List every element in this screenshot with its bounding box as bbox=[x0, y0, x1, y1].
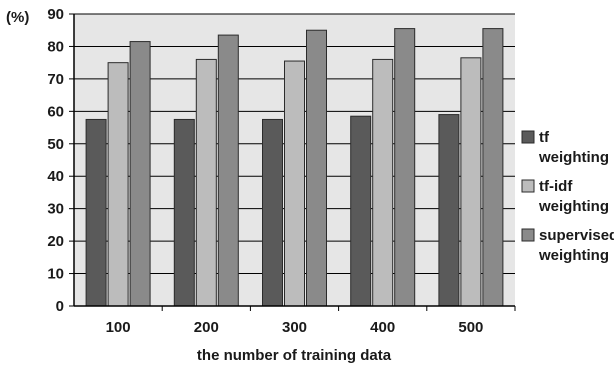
bar-400-series-1 bbox=[350, 115, 372, 307]
y-tick-label-20: 20 bbox=[47, 233, 64, 250]
bar-300-series-1 bbox=[262, 118, 283, 307]
legend-label-1: tf weighting bbox=[538, 129, 609, 166]
bar-200-series-1 bbox=[173, 118, 195, 307]
legend-entry-2: tf-idf weighting bbox=[521, 178, 609, 215]
bar-400-series-3 bbox=[394, 28, 416, 307]
legend-label-2: tf-idf weighting bbox=[538, 178, 609, 215]
y-tick-label-30: 30 bbox=[47, 201, 64, 218]
x-tick-label-200: 200 bbox=[194, 319, 219, 336]
y-axis-label: (%) bbox=[6, 9, 29, 26]
bar-500-series-1 bbox=[438, 114, 460, 307]
y-tick-label-0: 0 bbox=[56, 298, 64, 315]
bars bbox=[85, 28, 504, 307]
x-tick-label-500: 500 bbox=[458, 319, 483, 336]
bar-300-series-2 bbox=[284, 60, 305, 307]
y-tick-label-10: 10 bbox=[47, 266, 64, 283]
legend-entry-3: supervised weighting bbox=[521, 227, 614, 264]
y-tick-label-40: 40 bbox=[47, 168, 64, 185]
bar-100-series-2 bbox=[107, 62, 129, 307]
x-tick-label-300: 300 bbox=[282, 319, 307, 336]
y-tick-label-90: 90 bbox=[47, 6, 64, 23]
x-tick-label-100: 100 bbox=[106, 319, 131, 336]
y-tick-label-80: 80 bbox=[47, 38, 64, 55]
bar-500-series-3 bbox=[482, 28, 504, 307]
bar-100-series-3 bbox=[129, 41, 151, 307]
bar-200-series-3 bbox=[217, 34, 239, 307]
y-tick-label-50: 50 bbox=[47, 136, 64, 153]
legend-swatch-1 bbox=[521, 130, 535, 144]
axes: 0 10 20 30 40 50 60 70 80 90 100 200 300 400 500 bbox=[47, 6, 516, 336]
bar-100-series-1 bbox=[85, 118, 107, 307]
x-tick-label-400: 400 bbox=[370, 319, 395, 336]
x-axis-label: the number of training data bbox=[197, 347, 392, 364]
bar-300-series-3 bbox=[306, 29, 327, 307]
legend-entry-1: tf weighting bbox=[521, 129, 609, 166]
legend: tf weighting tf-idf weighting supervised weig… bbox=[521, 129, 614, 264]
bar-400-series-2 bbox=[372, 58, 394, 307]
bar-200-series-2 bbox=[195, 58, 217, 307]
bar-500-series-2 bbox=[460, 57, 482, 307]
legend-label-3: supervised weighting bbox=[538, 227, 614, 264]
legend-swatch-2 bbox=[521, 179, 535, 193]
y-tick-label-60: 60 bbox=[47, 103, 64, 120]
legend-swatch-3 bbox=[521, 228, 535, 242]
y-tick-label-70: 70 bbox=[47, 71, 64, 88]
